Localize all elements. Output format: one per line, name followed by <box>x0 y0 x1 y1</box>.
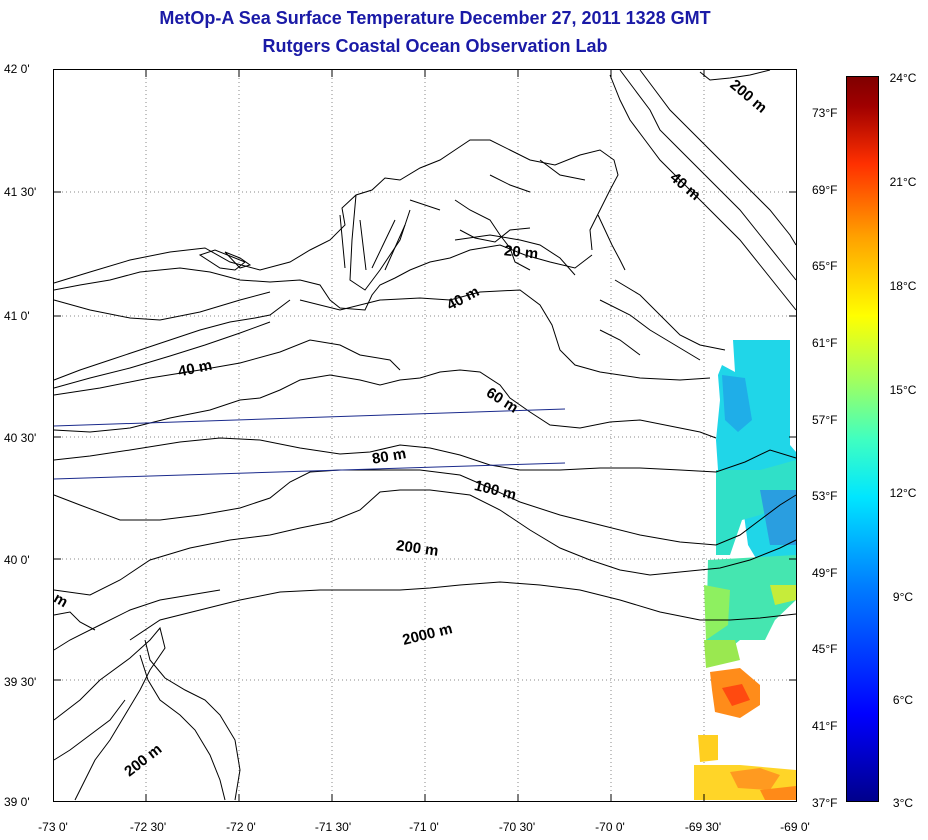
lon-label: -70 30' <box>498 820 536 834</box>
lon-label: -70 0' <box>595 820 625 834</box>
sst-patch-red <box>722 684 750 706</box>
fahrenheit-label: 37°F <box>812 796 838 810</box>
sst-patch-yellow <box>698 735 718 762</box>
isobath-2000 <box>129 581 797 641</box>
contour-label: 20 m <box>503 242 539 263</box>
fahrenheit-label: 57°F <box>812 413 838 427</box>
lat-label: 41 30' <box>4 185 37 199</box>
isobath-60 <box>53 369 717 439</box>
coastline <box>53 139 726 389</box>
map-subtitle: Rutgers Coastal Ocean Observation Lab <box>262 36 608 56</box>
isobath-80 <box>53 437 797 473</box>
celsius-label: 18°C <box>889 279 917 293</box>
lon-label: -72 0' <box>226 820 256 834</box>
sst-patch-orange <box>730 768 780 790</box>
sst-patch-yellowgreen <box>770 585 796 605</box>
fahrenheit-label: 69°F <box>812 183 838 197</box>
isobaths <box>53 69 797 801</box>
sst-data <box>694 340 796 800</box>
track-line-north <box>53 408 566 427</box>
celsius-label: 24°C <box>889 71 917 85</box>
lat-label: 40 0' <box>4 553 30 567</box>
isobath-100 <box>53 469 797 546</box>
satellite-tracks <box>53 408 566 480</box>
fahrenheit-label: 41°F <box>812 719 838 733</box>
lat-label: 42 0' <box>4 62 30 76</box>
sst-patch-green <box>704 585 730 640</box>
celsius-label: 3°C <box>892 796 914 810</box>
fahrenheit-label: 45°F <box>812 642 838 656</box>
celsius-label: 6°C <box>892 693 914 707</box>
isobath-200-mid <box>53 489 797 596</box>
isobath-200-north <box>619 69 797 281</box>
fahrenheit-label: 73°F <box>812 106 838 120</box>
sst-patch-blue <box>722 375 752 432</box>
celsius-label: 12°C <box>889 486 917 500</box>
map-frame <box>53 69 797 802</box>
sst-patch-mid <box>706 555 796 655</box>
celsius-label: 15°C <box>889 383 917 397</box>
map-title: MetOp-A Sea Surface Temperature December… <box>159 8 711 28</box>
celsius-label: 9°C <box>892 590 914 604</box>
isobath-200-south <box>53 626 166 801</box>
sst-patch-blue <box>760 490 796 545</box>
lat-label: 39 30' <box>4 675 37 689</box>
isobath-20 <box>454 234 576 276</box>
lon-label: -71 30' <box>314 820 352 834</box>
lat-label: 39 0' <box>4 795 30 809</box>
celsius-label: 21°C <box>889 175 917 189</box>
track-line-south <box>53 462 566 480</box>
lat-label: 41 0' <box>4 309 30 323</box>
lat-label: 40 30' <box>4 431 37 445</box>
sst-patch-orange <box>760 786 796 800</box>
fahrenheit-label: 65°F <box>812 259 838 273</box>
isobath-40-west <box>53 339 401 396</box>
temperature-colorbar <box>846 76 879 802</box>
lon-label: -69 30' <box>684 820 722 834</box>
sst-patch-cyan <box>716 460 796 555</box>
lon-label: -72 30' <box>129 820 167 834</box>
axis-ticks <box>53 69 797 802</box>
sst-patch-south <box>704 640 740 668</box>
fahrenheit-label: 49°F <box>812 566 838 580</box>
lon-label: -71 0' <box>409 820 439 834</box>
fahrenheit-label: 53°F <box>812 489 838 503</box>
lon-label: -69 0' <box>780 820 810 834</box>
fahrenheit-label: 61°F <box>812 336 838 350</box>
isobath-40-inner <box>299 289 711 381</box>
lon-label: -73 0' <box>38 820 68 834</box>
